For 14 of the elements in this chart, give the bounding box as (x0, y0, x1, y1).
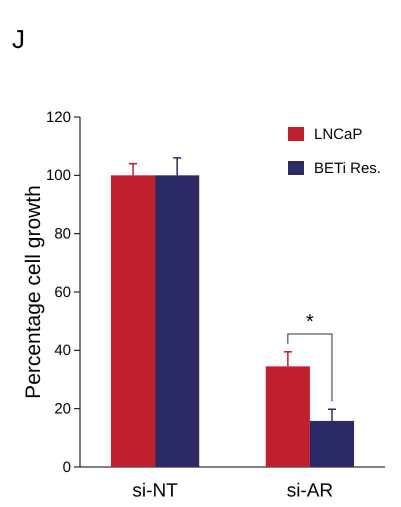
y-tick-label: 80 (54, 225, 71, 242)
legend-label: BETi Res. (314, 160, 381, 177)
y-tick-label: 120 (46, 108, 71, 126)
chart-title: J (12, 24, 25, 54)
annotation: * (306, 311, 314, 333)
y-tick-label: 100 (46, 167, 71, 184)
y-tick-label: 20 (54, 400, 71, 418)
y-axis-title: Percentage cell growth (22, 185, 45, 399)
y-tick-label: 40 (54, 342, 71, 360)
y-tick-label: 0 (62, 458, 71, 476)
x-tick-label: si-AR (286, 480, 334, 502)
y-tick-label: 60 (54, 284, 71, 301)
legend-label: LNCaP (314, 126, 362, 143)
x-tick-label: si-NT (132, 480, 178, 502)
